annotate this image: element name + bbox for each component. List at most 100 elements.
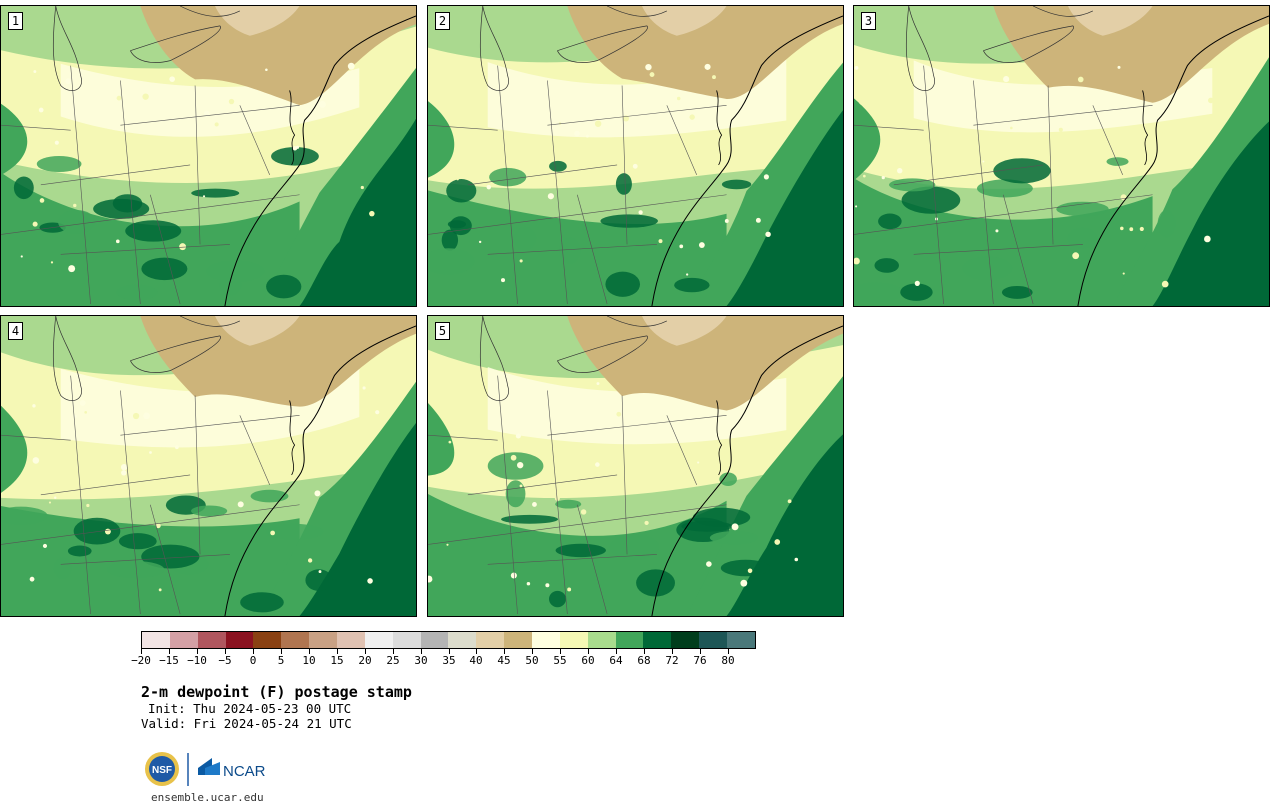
contour-patch [489,167,527,187]
lake-michigan [479,316,509,401]
contour-speckle [179,243,187,251]
contour-patch [1001,285,1033,299]
lake-erie [130,335,221,373]
contour-speckle [706,561,712,567]
colorbar-tick-label: 20 [358,654,372,667]
state-border [487,244,657,255]
coastline [651,15,843,306]
state-border [194,85,201,245]
contour-band [487,367,787,445]
dewpoint-map [428,6,843,306]
lake-michigan [52,316,82,401]
ncar-logo: NCAR [198,758,266,780]
state-border [1047,85,1054,245]
colorbar-tick-label: 35 [442,654,456,667]
colorbar-tick-label: −10 [187,654,207,667]
contour-speckle [519,484,523,488]
contour-patch [854,282,904,303]
contour-patch [600,214,658,228]
contour-speckle [104,528,111,535]
contour-speckle [1120,226,1124,231]
chart-title: 2-m dewpoint (F) postage stamp [141,683,412,701]
colorbar-tick [253,649,254,654]
contour-speckle [120,463,128,471]
colorbar-tick [700,649,701,654]
contour-speckle [1204,235,1211,243]
contour-speckle [517,461,524,469]
contour-patch [250,489,289,503]
contour-band [567,316,843,411]
contour-speckle [724,219,729,223]
colorbar-tick [449,649,450,654]
contour-band [299,118,416,306]
state-border [60,554,230,565]
contour-patch [191,188,240,198]
contour-patch [636,569,675,597]
colorbar-tick [532,649,533,654]
colorbar-tick [225,649,226,654]
valid-time: Valid: Fri 2024-05-24 21 UTC [141,716,352,731]
contour-speckle [319,101,326,108]
contour-speckle [995,229,999,233]
contour-speckle [774,539,781,545]
colorbar-swatch [476,632,505,648]
state-border [1,504,300,545]
state-border [428,504,727,545]
contour-speckle [265,68,268,72]
state-border [149,504,181,615]
contour-speckle [580,509,587,515]
contour-patch [266,523,324,540]
contour-speckle [169,76,175,82]
contour-speckle [20,255,23,258]
contour-patch [709,531,758,545]
contour-speckle [763,174,769,180]
state-border [120,80,141,305]
contour-speckle [1139,226,1144,232]
state-border [547,105,727,126]
contour-speckle [510,454,517,461]
contour-speckle [712,75,716,80]
contour-patch [514,226,537,251]
dewpoint-map [428,316,843,616]
colorbar-tick [169,649,170,654]
contour-speckle [29,576,35,582]
contour-speckle [632,163,638,169]
contour-speckle [704,63,711,70]
contour-speckle [39,198,45,203]
contour-speckle [545,583,550,588]
contour-speckle [448,440,452,444]
colorbar-tick [672,649,673,654]
contour-speckle [214,122,219,127]
contour-speckle [515,433,521,439]
contour-patch [1157,210,1176,238]
lake-ontario [179,316,241,327]
contour-speckle [1208,97,1214,104]
contour-band [428,101,455,178]
contour-speckle [313,129,320,137]
colorbar-tick [197,649,198,654]
state-border [239,415,270,485]
contour-speckle [446,543,449,546]
lake-ontario [1032,6,1094,17]
contour-patch [1067,227,1098,249]
contour-speckle [375,410,380,415]
colorbar-swatch [420,632,449,648]
contour-speckle [753,465,757,469]
contour-speckle [54,140,59,145]
chesapeake-bay [289,400,296,476]
contour-speckle [897,167,903,174]
contour-band [567,6,843,99]
state-border [973,105,1153,126]
contour-speckle [113,72,118,77]
state-border [1092,105,1123,175]
contour-patch [112,194,143,213]
colorbar-tick-label: 80 [721,654,735,667]
contour-speckle [855,205,858,208]
contour-patch [674,277,710,293]
contour-band [428,402,455,476]
colorbar-tick-label: 45 [497,654,511,667]
contour-speckle [68,265,76,273]
state-border [428,434,498,441]
contour-speckle [1162,129,1168,134]
state-border [666,105,697,175]
